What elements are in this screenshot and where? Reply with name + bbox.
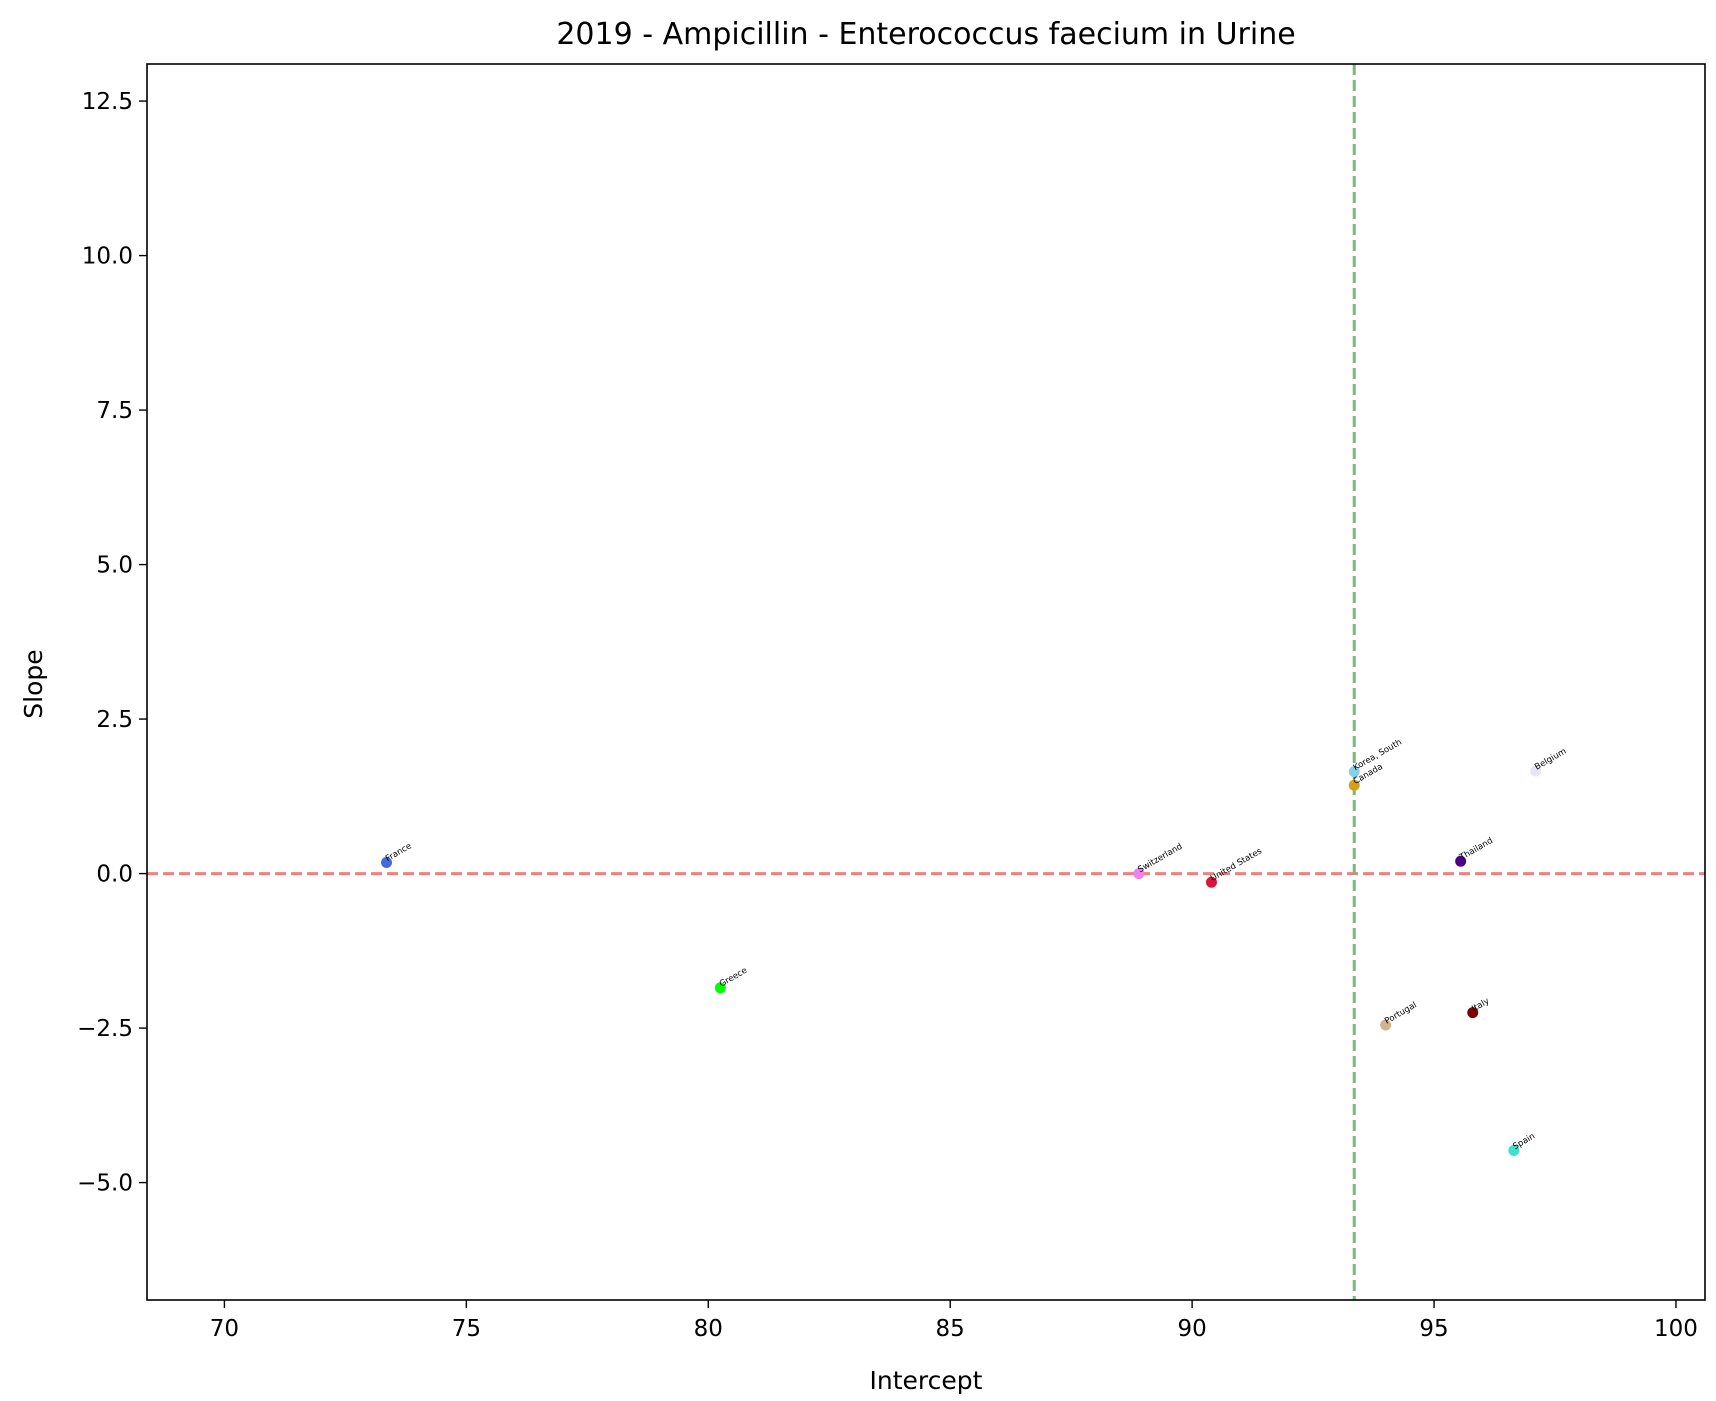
y-tick-label: −5.0 <box>77 1171 133 1197</box>
x-axis-label: Intercept <box>870 1366 983 1395</box>
data-point <box>1205 876 1217 888</box>
y-tick-label: −2.5 <box>77 1016 133 1042</box>
data-point <box>1348 779 1360 791</box>
y-tick-label: 0.0 <box>96 862 133 888</box>
x-tick-label: 90 <box>1177 1316 1206 1342</box>
point-label: Thailand <box>1457 836 1494 863</box>
data-point <box>381 856 393 868</box>
point-label: Portugal <box>1383 1000 1419 1026</box>
y-axis-label: Slope <box>19 649 48 718</box>
data-point <box>1467 1007 1479 1019</box>
data-point <box>1133 868 1145 880</box>
point-label: United States <box>1209 846 1264 884</box>
x-tick-label: 85 <box>936 1316 965 1342</box>
y-tick-label: 5.0 <box>96 553 133 579</box>
x-tick-label: 75 <box>452 1316 481 1342</box>
point-label: Spain <box>1511 1132 1537 1153</box>
y-tick-label: 12.5 <box>82 89 133 115</box>
data-point <box>1380 1019 1392 1031</box>
data-point <box>1530 765 1542 777</box>
point-label: Belgium <box>1533 747 1568 773</box>
data-point <box>1508 1144 1520 1156</box>
plot-frame <box>146 63 1706 1301</box>
x-tick-label: 80 <box>694 1316 723 1342</box>
y-tick-label: 10.0 <box>82 244 133 270</box>
x-tick-label: 95 <box>1419 1316 1448 1342</box>
point-label: Italy <box>1470 996 1491 1014</box>
point-label: Greece <box>718 966 749 990</box>
point-label: France <box>384 841 413 864</box>
y-tick-label: 2.5 <box>96 707 133 733</box>
x-tick-label: 70 <box>210 1316 239 1342</box>
x-tick-label: 100 <box>1654 1316 1698 1342</box>
y-tick-label: 7.5 <box>96 398 133 424</box>
data-point <box>1348 766 1360 778</box>
data-point <box>714 982 726 994</box>
chart-title: 2019 - Ampicillin - Enterococcus faecium… <box>556 17 1295 52</box>
data-point <box>1455 855 1467 867</box>
point-label: Switzerland <box>1136 842 1184 875</box>
